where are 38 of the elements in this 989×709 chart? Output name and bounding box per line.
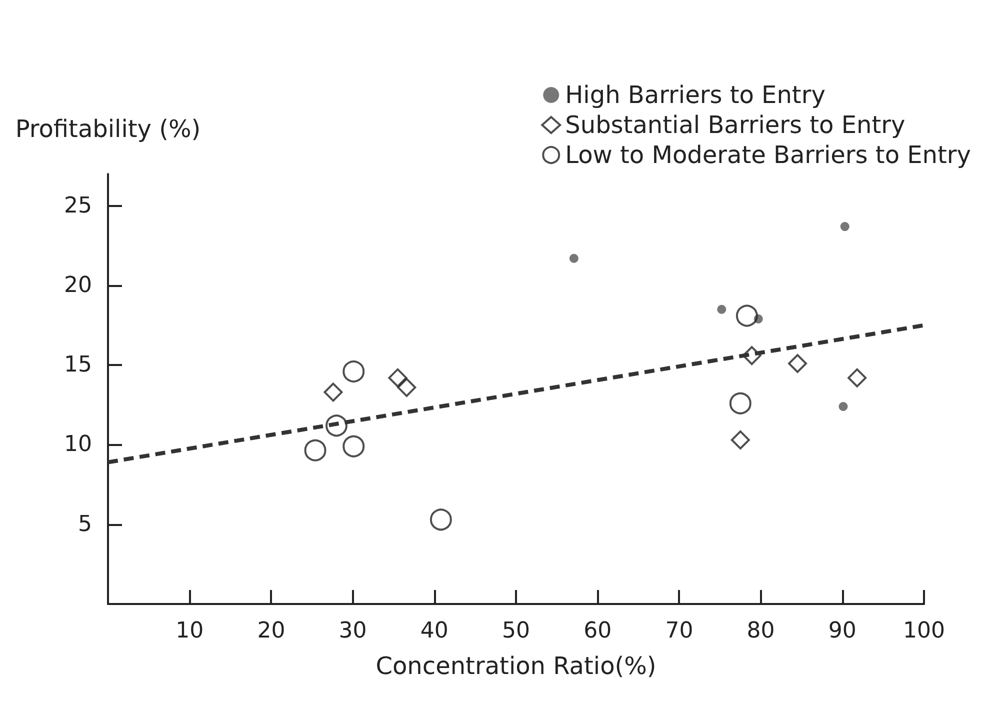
x-tick-label: 40 <box>420 618 448 644</box>
y-tick-label: 5 <box>78 512 92 537</box>
x-tick-label: 50 <box>502 618 530 644</box>
point <box>848 368 867 388</box>
x-tick-label: 30 <box>338 618 367 644</box>
point <box>788 354 808 374</box>
point <box>342 435 365 458</box>
point <box>838 402 848 412</box>
point <box>742 346 762 366</box>
x-axis-title: Concentration Ratio(%) <box>376 652 656 680</box>
point <box>304 439 326 462</box>
x-tick-label: 10 <box>176 618 204 644</box>
y-axis-title: Profitability (%) <box>15 115 201 143</box>
x-tick-label: 70 <box>665 618 694 644</box>
point <box>736 304 758 327</box>
point <box>729 392 752 414</box>
y-tick-label: 20 <box>64 272 92 298</box>
point <box>717 304 726 314</box>
x-tick-label: 60 <box>584 618 612 644</box>
x-tick-label: 20 <box>257 618 286 644</box>
point <box>324 382 343 402</box>
point <box>388 368 408 388</box>
y-tick-label: 15 <box>64 352 92 378</box>
legend-label: Substantial Barriers to Entry <box>565 111 906 139</box>
legend-label: High Barriers to Entry <box>565 81 826 109</box>
legend-label: Low to Moderate Barriers to Entry <box>565 141 972 169</box>
point <box>569 254 578 263</box>
y-tick-label: 10 <box>64 432 92 458</box>
x-tick-label: 80 <box>746 618 775 644</box>
y-tick-label: 25 <box>64 193 92 218</box>
x-tick-label: 90 <box>828 618 856 644</box>
point <box>730 430 750 450</box>
point <box>326 414 348 437</box>
point <box>430 508 452 531</box>
point <box>840 222 850 232</box>
x-tick-label: 100 <box>903 618 945 644</box>
point <box>397 378 416 397</box>
point <box>342 360 365 382</box>
